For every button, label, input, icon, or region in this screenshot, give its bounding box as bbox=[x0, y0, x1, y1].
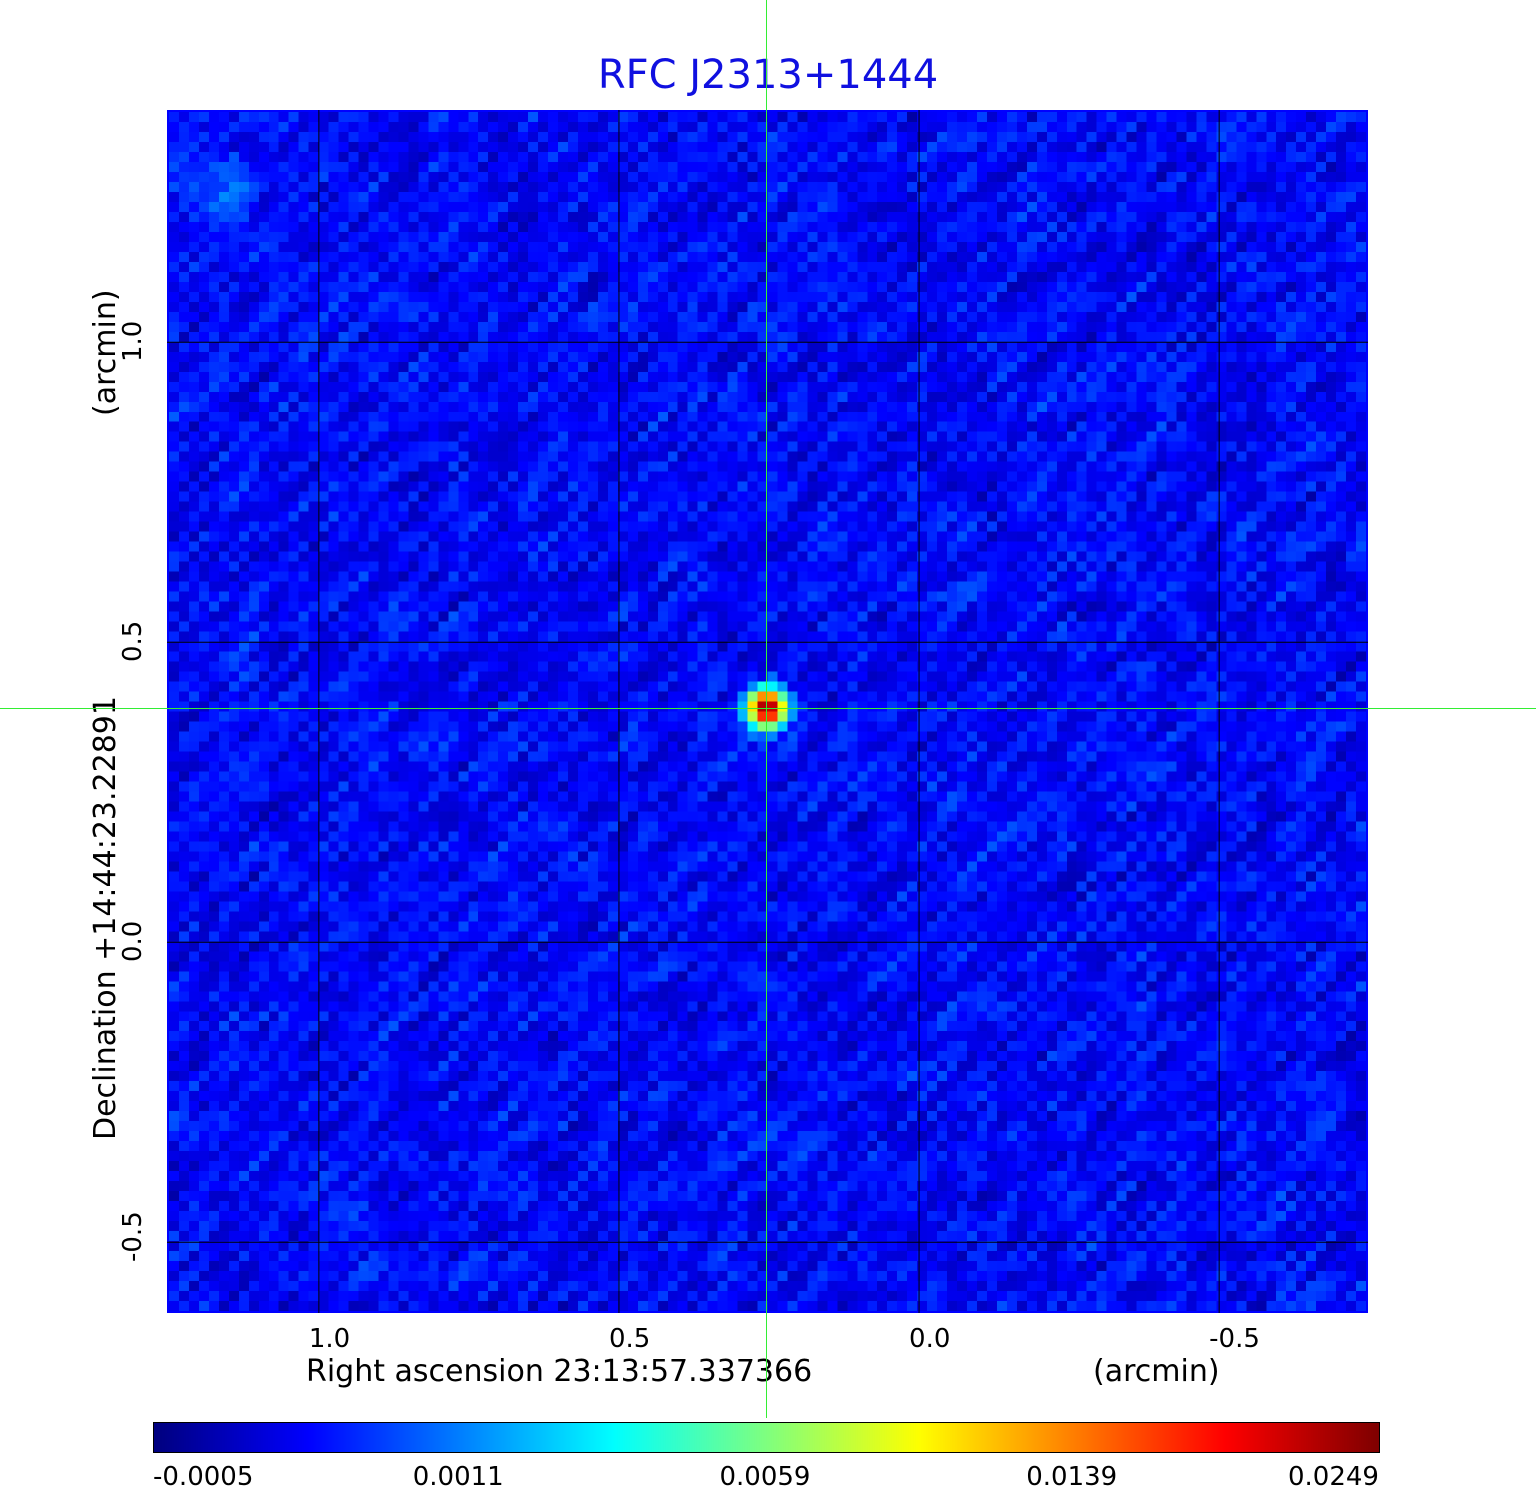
y-axis-unit: (arcmin) bbox=[88, 289, 123, 416]
colorbar-tick-label: 0.0139 bbox=[1026, 1462, 1118, 1492]
crosshair-vertical bbox=[766, 0, 767, 1418]
chart-title: RFC J2313+1444 bbox=[597, 52, 939, 98]
colorbar-tick-label: 0.0059 bbox=[719, 1462, 811, 1492]
x-tick-label: 0.0 bbox=[909, 1324, 951, 1354]
x-axis-label: Right ascension 23:13:57.337366 bbox=[306, 1354, 813, 1389]
colorbar bbox=[153, 1422, 1380, 1453]
x-tick-label: 1.0 bbox=[308, 1324, 351, 1354]
intensity-map bbox=[169, 112, 1366, 1311]
grid-lines bbox=[167, 110, 1368, 1313]
x-tick-label: 0.5 bbox=[608, 1324, 651, 1354]
x-tick-label: -0.5 bbox=[1209, 1324, 1260, 1354]
colorbar-tick-label: 0.0011 bbox=[412, 1462, 504, 1492]
y-tick-label: 0.5 bbox=[118, 620, 148, 663]
colorbar-tick-label: -0.0005 bbox=[153, 1462, 254, 1492]
crosshair-horizontal bbox=[0, 708, 1536, 709]
x-axis-unit: (arcmin) bbox=[1093, 1354, 1220, 1389]
colorbar-tick-label: 0.0249 bbox=[1288, 1462, 1379, 1492]
y-axis-label: Declination +14:44:23.22891 bbox=[88, 696, 123, 1140]
y-tick-label: -0.5 bbox=[118, 1211, 148, 1263]
image-plot-area bbox=[167, 110, 1368, 1313]
